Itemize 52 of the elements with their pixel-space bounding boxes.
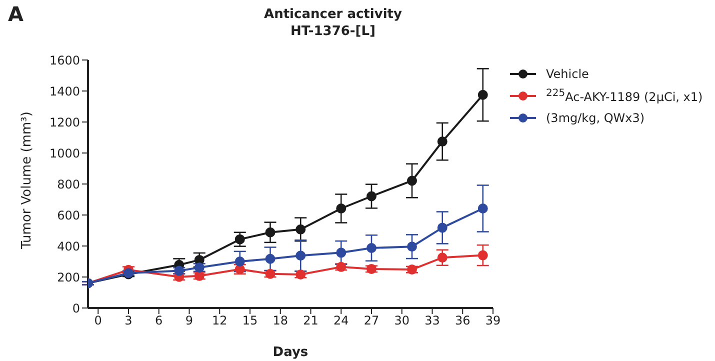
- x-tick-label: 33: [424, 314, 440, 328]
- x-tick-label: 6: [155, 314, 163, 328]
- y-tick-label: 600: [57, 208, 80, 222]
- point: [407, 242, 417, 252]
- point: [366, 264, 376, 274]
- y-tick-label: 200: [57, 270, 80, 284]
- point: [366, 191, 376, 202]
- point: [366, 243, 376, 254]
- point: [478, 90, 488, 100]
- point: [296, 224, 306, 234]
- point: [437, 136, 448, 147]
- point: [265, 227, 276, 238]
- y-tick-label: 1200: [49, 115, 80, 130]
- x-tick-label: 21: [303, 314, 318, 328]
- x-tick-label: 12: [212, 314, 228, 328]
- point: [407, 264, 417, 275]
- x-tick-label: 30: [394, 314, 410, 328]
- y-tick-label: 800: [57, 177, 80, 192]
- y-tick-label: 400: [57, 239, 80, 254]
- x-tick-label: 0: [94, 314, 102, 328]
- text: A: [8, 2, 24, 26]
- point: [407, 176, 417, 186]
- legend-label: Vehicle: [546, 67, 589, 81]
- y-tick-label: 1000: [49, 146, 80, 160]
- chart-subtitle: HT-1376-[L]: [290, 23, 376, 40]
- x-tick-label: 24: [333, 314, 349, 328]
- y-tick-label: 1400: [49, 84, 80, 98]
- x-tick-label: 36: [454, 314, 470, 328]
- x-tick-label: 3: [124, 314, 132, 328]
- legend-label: (3mg/kg, QWx3): [546, 111, 645, 125]
- x-tick-label: 27: [364, 314, 380, 328]
- y-tick-label: 1600: [49, 53, 80, 68]
- x-tick-label: 18: [272, 314, 288, 328]
- point: [336, 203, 346, 214]
- point: [478, 250, 488, 260]
- chart-title: Anticancer activity: [263, 6, 403, 23]
- y-tick-label: 0: [72, 301, 80, 316]
- point: [296, 250, 306, 261]
- point: [234, 256, 245, 266]
- point: [336, 248, 346, 258]
- point: [234, 234, 245, 244]
- point: [194, 270, 204, 281]
- point: [437, 222, 448, 233]
- y-axis-title: Tumor Volume (mm³): [20, 112, 35, 250]
- x-axis-title: Days: [272, 345, 308, 360]
- point: [437, 252, 448, 263]
- x-tick-label: 9: [185, 314, 194, 328]
- x-tick-label: 15: [242, 314, 258, 328]
- legend-label: $^{225}$Ac-AKY-1189 (2µCi, x1): [546, 88, 703, 104]
- x-tick-label: 39: [485, 314, 501, 328]
- point: [265, 254, 276, 264]
- point: [478, 203, 488, 214]
